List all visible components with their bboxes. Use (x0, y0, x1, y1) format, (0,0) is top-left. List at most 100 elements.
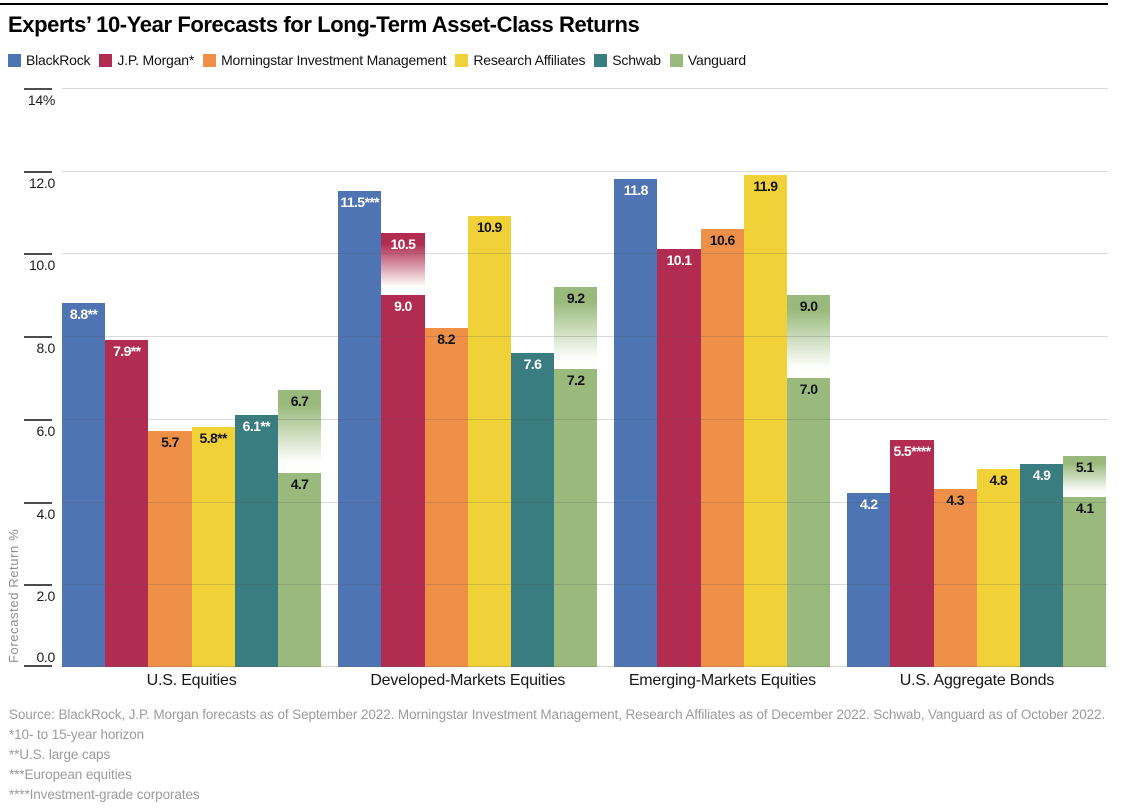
legend-item: J.P. Morgan* (99, 52, 194, 68)
legend-swatch (669, 53, 683, 67)
y-tick-label: 14% (27, 92, 55, 108)
bar: 5.7 (148, 431, 192, 667)
bar-group: 8.8** 7.9** 5.7 5.8** 6.1** 6.7 4.7 (62, 88, 322, 667)
bar: 7.9** (105, 340, 149, 667)
legend-swatch (99, 53, 113, 67)
legend-item: BlackRock (8, 52, 91, 68)
chart-title: Experts’ 10-Year Forecasts for Long-Term… (8, 12, 640, 37)
bar-group: 4.2 5.5**** 4.3 4.8 4.9 5.1 4.1 (847, 88, 1107, 667)
footnote-line: **U.S. large caps (9, 747, 111, 762)
bar: 11.5*** (338, 191, 382, 667)
footnote-line: *10- to 15-year horizon (9, 727, 145, 742)
footnote-line: Source: BlackRock, J.P. Morgan forecasts… (9, 707, 1106, 722)
y-tick (24, 584, 52, 587)
range-fade (381, 232, 425, 295)
footnote-line: ****Investment-grade corporates (9, 787, 200, 802)
bar: 10.1 (657, 249, 701, 667)
legend-label: Schwab (612, 52, 661, 68)
legend-item: Schwab (594, 52, 661, 68)
bar-value-label: 11.5*** (340, 194, 380, 211)
y-tick-label: 12.0 (28, 174, 55, 191)
bar: 4.3 (933, 489, 977, 667)
category-label: U.S. Aggregate Bonds (899, 672, 1055, 689)
plot-area: 8.8** 7.9** 5.7 5.8** 6.1** 6.7 4.7 11.5*** 10.5… (62, 88, 1108, 667)
bar-value-label: 5.7 (161, 434, 179, 451)
y-tick-label: 6.0 (36, 422, 55, 439)
y-tick-label: 4.0 (36, 505, 55, 522)
y-tick (24, 170, 52, 173)
y-tick-label: 2.0 (36, 588, 55, 605)
y-tick (24, 253, 52, 256)
legend-item: Morningstar Investment Management (203, 52, 447, 68)
legend-item: Research Affiliates (455, 52, 585, 68)
bar: 4.9 (1019, 464, 1064, 667)
bar: 8.8** (62, 303, 106, 667)
footnotes: Source: BlackRock, J.P. Morgan forecasts… (9, 705, 1105, 805)
range-fade (1063, 456, 1107, 498)
y-tick (24, 665, 52, 667)
y-tick-label: 10.0 (28, 257, 55, 274)
bar: 9.2 7.2 (554, 286, 598, 667)
bar: 5.5**** (890, 439, 934, 667)
bar-value-label-low: 7.0 (799, 380, 818, 397)
y-tick-label: 8.0 (36, 340, 55, 357)
range-fade (554, 286, 598, 370)
legend-label: Research Affiliates (473, 52, 586, 68)
y-axis-title: Forecasted Return % (6, 528, 21, 663)
bar-value-label-high: 9.2 (566, 289, 585, 306)
y-axis: 0.0 2.0 4.0 6.0 8.0 10.0 12.0 14% (0, 88, 62, 667)
bar-value-label: 8.8** (69, 306, 98, 323)
bar-value-label: 4.3 (946, 492, 964, 509)
bar-value-label-low: 7.2 (566, 372, 585, 389)
gridline (62, 336, 1108, 338)
gridline (62, 88, 1108, 89)
legend-label: BlackRock (26, 52, 91, 68)
legend-label: J.P. Morgan* (117, 52, 195, 68)
category-label: Emerging-Markets Equities (628, 672, 816, 689)
range-fade (787, 294, 831, 378)
bar-value-label-low: 4.7 (290, 475, 309, 492)
category-labels: U.S. Equities Developed-Markets Equities E… (62, 672, 1108, 690)
bar-value-label-low: 9.0 (394, 297, 412, 314)
legend-item: Vanguard (669, 52, 746, 68)
bar-value-label: 10.9 (476, 219, 502, 236)
y-tick (24, 336, 52, 339)
top-rule (0, 3, 1108, 5)
bar: 7.6 (510, 352, 555, 667)
bar-chart: 0.0 2.0 4.0 6.0 8.0 10.0 12.0 14% 8.8** 7.9** 5.7… (0, 88, 1123, 667)
bar-value-label: 8.2 (437, 330, 455, 347)
bar: 6.1** (234, 414, 278, 667)
chart-legend: BlackRock J.P. Morgan* Morningstar Investm… (8, 52, 755, 68)
bar-value-label: 7.9** (113, 343, 141, 360)
bar-groups: 8.8** 7.9** 5.7 5.8** 6.1** 6.7 4.7 11.5*** 10.5… (62, 88, 1108, 667)
bar: 6.7 4.7 (277, 389, 322, 667)
bar-value-label: 11.8 (623, 182, 649, 198)
legend-swatch (203, 53, 217, 67)
footnote-line: ***European equities (9, 767, 132, 782)
range-fade (277, 389, 322, 473)
bar-value-label: 5.8** (199, 430, 227, 447)
bar: 10.9 (467, 216, 511, 667)
y-tick-label: 0.0 (36, 649, 55, 665)
bar-value-label-high: 6.7 (290, 392, 309, 409)
gridline (62, 170, 1108, 172)
bar-value-label-high: 10.5 (390, 235, 416, 252)
gridline (62, 584, 1108, 586)
bar: 10.6 (700, 228, 744, 667)
bar: 11.9 (743, 174, 787, 667)
y-tick (24, 88, 52, 90)
bar-value-label: 4.2 (859, 496, 878, 513)
bar: 4.8 (976, 468, 1020, 667)
gridline (62, 418, 1108, 420)
legend-swatch (8, 53, 21, 67)
y-tick (24, 501, 52, 504)
legend-label: Vanguard (687, 52, 746, 68)
legend-swatch (455, 53, 469, 67)
bar-value-label: 6.1** (242, 417, 271, 434)
bar: 8.2 (424, 327, 468, 667)
bar: 5.1 4.1 (1063, 456, 1107, 667)
bar-value-label-low: 4.1 (1075, 500, 1094, 517)
bar: 5.8** (191, 427, 235, 667)
gridline (62, 666, 1108, 667)
